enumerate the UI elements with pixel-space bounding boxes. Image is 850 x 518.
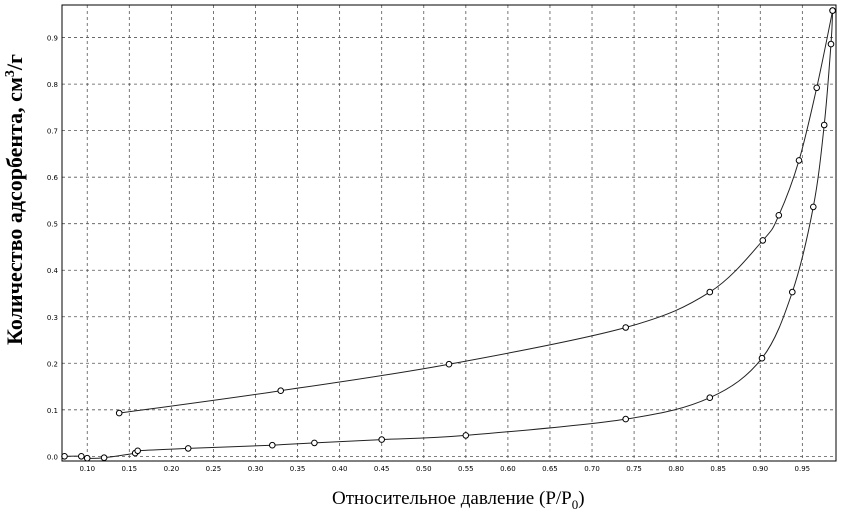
desorption-curve <box>119 10 834 414</box>
adsorption-point <box>462 432 470 439</box>
y-tick-label: 0.6 <box>47 174 59 182</box>
desorption-point <box>829 7 836 14</box>
y-axis-label-superscript: 3 <box>3 70 18 77</box>
x-axis-label-main: Относительное давление (P/P <box>332 488 572 509</box>
y-tick-label: 0.3 <box>47 314 58 322</box>
x-axis-label: Относительное давление (P/P0) <box>332 488 585 512</box>
desorption-point <box>759 237 767 244</box>
adsorption-point <box>827 40 835 48</box>
x-tick-labels: 0.10 0.15 0.20 0.25 0.30 0.35 0.40 0.45 0.50 0.55… <box>79 465 810 473</box>
x-tick-label: 0.45 <box>374 465 390 473</box>
x-tick-label: 0.65 <box>542 465 558 473</box>
x-tick-label: 0.70 <box>584 465 600 473</box>
adsorption-point <box>820 121 828 129</box>
x-tick-label: 0.35 <box>290 465 306 473</box>
desorption-point <box>622 324 630 331</box>
x-tick-label: 0.85 <box>710 465 726 473</box>
adsorption-point <box>78 453 85 460</box>
series-points <box>61 7 836 462</box>
x-tick-label: 0.30 <box>248 465 264 473</box>
y-tick-label: 0.7 <box>47 128 58 136</box>
desorption-point <box>795 157 803 164</box>
y-axis-label: Количество адсорбента, см3/г <box>2 54 27 345</box>
adsorption-point <box>378 436 386 443</box>
x-tick-label: 0.90 <box>752 465 768 473</box>
adsorption-point <box>61 453 68 460</box>
x-tick-label: 0.60 <box>500 465 516 473</box>
desorption-point <box>445 360 453 368</box>
adsorption-point <box>758 354 766 362</box>
y-tick-labels: 0.0 0.1 0.2 0.3 0.4 0.5 0.6 0.7 0.8 0.9 <box>47 35 59 462</box>
desorption-point <box>277 387 285 395</box>
adsorption-point <box>83 454 91 462</box>
y-axis-label-end: /г <box>2 54 27 71</box>
x-tick-label: 0.50 <box>416 465 432 473</box>
adsorption-point <box>622 415 630 423</box>
x-tick-label: 0.55 <box>458 465 474 473</box>
adsorption-point <box>789 288 796 296</box>
x-tick-label: 0.40 <box>332 465 348 473</box>
x-tick-label: 0.20 <box>164 465 180 473</box>
y-tick-label: 0.1 <box>47 407 58 415</box>
x-tick-label: 0.75 <box>626 465 642 473</box>
y-axis-label-main: Количество адсорбента, см <box>2 77 27 345</box>
desorption-point <box>115 409 123 417</box>
y-tick-label: 0.5 <box>47 221 58 229</box>
x-tick-label: 0.80 <box>668 465 684 473</box>
y-tick-label: 0.8 <box>47 81 58 89</box>
y-tick-label: 0.4 <box>47 267 59 275</box>
desorption-point <box>775 212 783 219</box>
x-tick-label: 0.95 <box>795 465 811 473</box>
adsorption-point <box>810 203 817 211</box>
x-axis-label-end: ) <box>578 488 584 509</box>
x-tick-label: 0.25 <box>206 465 222 473</box>
adsorption-point <box>269 441 276 449</box>
adsorption-point <box>134 447 141 455</box>
adsorption-point <box>706 394 714 402</box>
plot-frame <box>61 4 837 462</box>
adsorption-point <box>184 445 192 452</box>
desorption-point <box>706 288 714 296</box>
adsorption-point <box>311 439 318 447</box>
grid <box>62 5 836 461</box>
adsorption-point <box>100 454 108 462</box>
y-tick-label: 0.0 <box>47 453 58 461</box>
y-tick-label: 0.9 <box>47 35 58 43</box>
desorption-point <box>813 84 821 92</box>
y-tick-label: 0.2 <box>47 360 58 368</box>
x-tick-label: 0.15 <box>122 465 138 473</box>
x-axis-label-subscript: 0 <box>572 497 579 512</box>
x-tick-label: 0.10 <box>79 465 95 473</box>
